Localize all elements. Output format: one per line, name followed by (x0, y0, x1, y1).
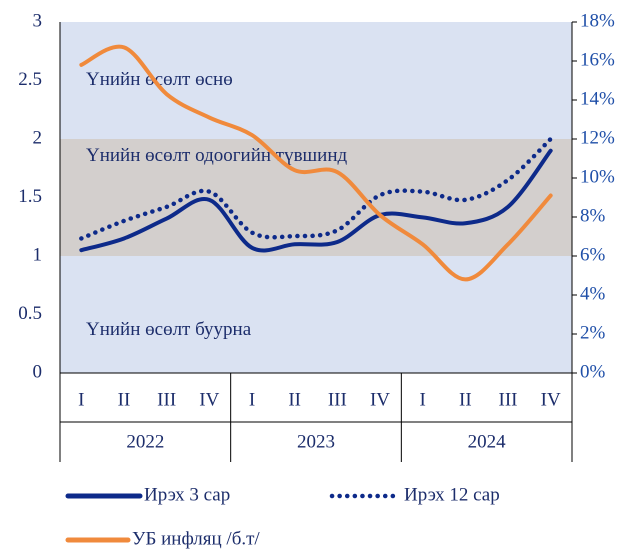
x-tick-label: I (249, 389, 255, 410)
legend-label: Ирэх 12 сар (404, 484, 500, 505)
group-label: 2022 (126, 431, 164, 452)
y-tick-label: 0.5 (18, 303, 42, 324)
group-label: 2024 (468, 431, 507, 452)
y2-tick-label: 14% (580, 88, 615, 109)
y-tick-label: 1.5 (18, 186, 42, 207)
y-tick-label: 0 (33, 361, 43, 382)
annotation: Үнийн өсөлт өснө (86, 69, 233, 90)
x-tick-label: III (499, 389, 518, 410)
y2-tick-label: 4% (580, 283, 606, 304)
annotation: Үнийн өсөлт буурна (86, 319, 252, 340)
y2-tick-label: 10% (580, 166, 615, 187)
y2-tick-label: 0% (580, 361, 606, 382)
y2-tick-label: 18% (580, 10, 615, 31)
y2-tick-label: 2% (580, 322, 606, 343)
annotation: Үнийн өсөлт одоогийн түвшинд (86, 145, 348, 166)
x-tick-label: II (459, 389, 472, 410)
y2-tick-label: 16% (580, 49, 615, 70)
x-tick-label: II (288, 389, 301, 410)
y-tick-label: 1 (33, 244, 43, 265)
x-tick-label: I (78, 389, 84, 410)
y-tick-label: 2.5 (18, 69, 42, 90)
x-tick-label: I (420, 389, 426, 410)
band (60, 139, 572, 256)
legend-label: УБ инфляц /б.т/ (132, 528, 260, 549)
x-tick-label: IV (541, 389, 561, 410)
y2-tick-label: 12% (580, 127, 615, 148)
y-tick-label: 3 (33, 10, 43, 31)
x-tick-label: II (118, 389, 131, 410)
series-line (79, 44, 553, 282)
x-tick-label: III (157, 389, 176, 410)
legend-label: Ирэх 3 сар (144, 484, 230, 505)
y2-tick-label: 8% (580, 205, 606, 226)
y-tick-label: 2 (33, 127, 43, 148)
group-label: 2023 (297, 431, 335, 452)
series-line (79, 148, 553, 253)
x-tick-label: III (328, 389, 347, 410)
y2-tick-label: 6% (580, 244, 606, 265)
x-tick-label: IV (370, 389, 390, 410)
x-tick-label: IV (199, 389, 219, 410)
